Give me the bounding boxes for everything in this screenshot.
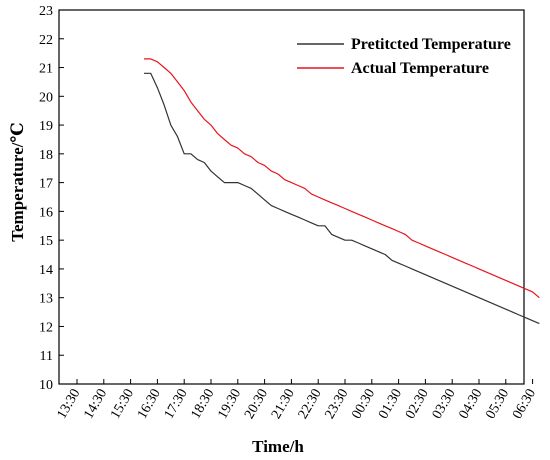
series-line-actual — [144, 58, 540, 299]
x-tick-label: 21:30 — [269, 387, 298, 422]
x-tick-label: 03:30 — [430, 387, 459, 422]
y-tick-label: 20 — [39, 90, 53, 105]
x-tick-label: 05:30 — [483, 387, 512, 422]
x-tick-label: 15:30 — [108, 387, 137, 422]
y-tick-label: 10 — [39, 378, 53, 393]
x-tick-label: 23:30 — [323, 387, 352, 422]
y-tick-label: 11 — [40, 349, 53, 364]
x-tick-label: 22:30 — [296, 387, 325, 422]
x-tick-label: 06:30 — [510, 387, 539, 422]
y-tick-label: 14 — [39, 263, 53, 278]
y-tick-label: 17 — [39, 177, 53, 192]
x-tick-label: 18:30 — [189, 387, 218, 422]
series-line-predicted — [144, 72, 540, 325]
series-group — [144, 58, 540, 325]
x-tick-label: 16:30 — [135, 387, 164, 422]
x-tick-label: 00:30 — [349, 387, 378, 422]
x-axis-title: Time/h — [252, 437, 304, 456]
y-tick-label: 12 — [39, 320, 53, 335]
y-tick-label: 19 — [39, 119, 53, 134]
y-axis-title: Temperature/℃ — [8, 122, 27, 242]
y-tick-label: 22 — [39, 33, 53, 48]
x-axis: 13:3014:3015:3016:3017:3018:3019:3020:30… — [55, 379, 539, 422]
x-tick-label: 02:30 — [403, 387, 432, 422]
x-tick-label: 17:30 — [162, 387, 191, 422]
x-tick-label: 04:30 — [457, 387, 486, 422]
y-tick-label: 18 — [39, 148, 53, 163]
y-tick-label: 23 — [39, 4, 53, 19]
x-tick-label: 19:30 — [215, 387, 244, 422]
y-tick-label: 13 — [39, 292, 53, 307]
x-tick-label: 13:30 — [55, 387, 84, 422]
x-tick-label: 20:30 — [242, 387, 271, 422]
y-tick-label: 15 — [39, 234, 53, 249]
x-tick-label: 01:30 — [376, 387, 405, 422]
x-tick-label: 14:30 — [81, 387, 110, 422]
y-axis: 10 11 12 13 14 15 16 17 18 19 20 21 22 23 — [39, 4, 64, 393]
legend: Pretitcted Temperature Actual Temperature — [297, 36, 511, 77]
legend-label: Actual Temperature — [351, 60, 489, 77]
y-tick-label: 21 — [39, 62, 53, 77]
legend-label: Pretitcted Temperature — [351, 36, 511, 53]
y-tick-label: 16 — [39, 205, 53, 220]
